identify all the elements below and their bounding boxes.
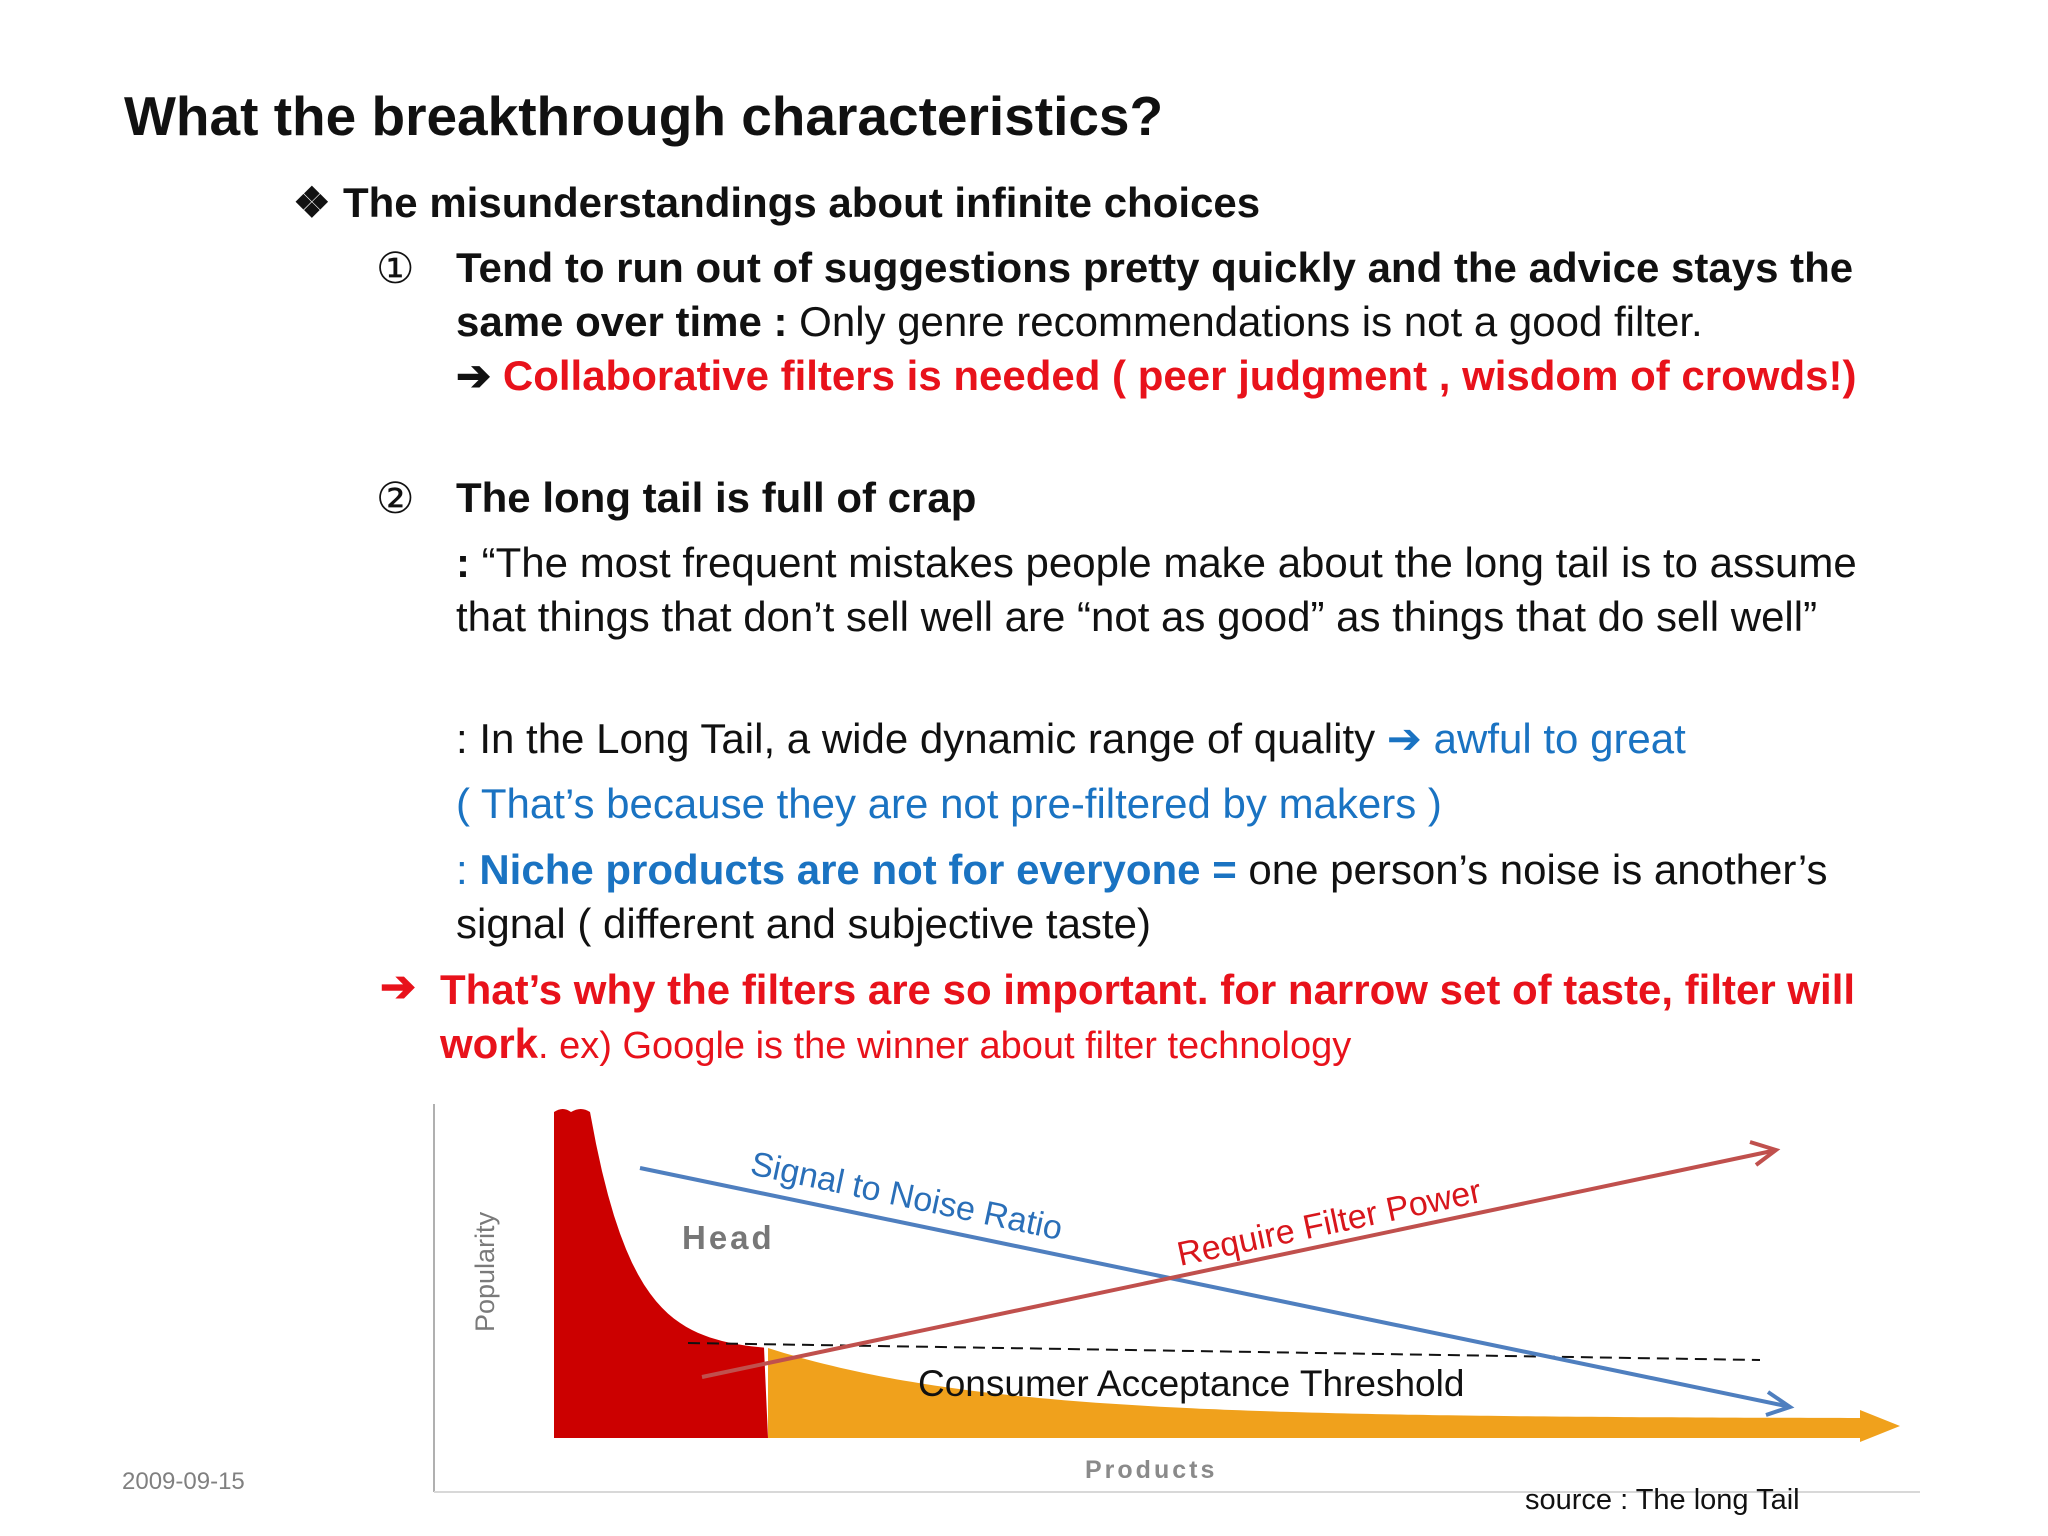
item-1-arrow-line: ➔ Collaborative filters is needed ( peer… [456,352,1856,399]
red-arrow-icon: ➔ [380,963,417,1011]
signal-to-noise-line [639,1166,1787,1408]
right-arrow-icon: ➔ [456,352,492,399]
range-blue-text: awful to great [1422,715,1686,762]
bullet-heading: ❖ The misunderstandings about infinite ch… [293,178,1260,227]
long-tail-chart-svg: Popularity Head Signal to Noise Ratio Re… [432,1100,1920,1496]
quote-text: “The most frequent mistakes people make … [456,539,1857,640]
item-1-bold-text: Tend to run out of suggestions pretty qu… [456,244,1854,345]
item-2-quote: : “The most frequent mistakes people mak… [456,536,1926,644]
slide-date: 2009-09-15 [122,1468,245,1495]
bullet-heading-text: The misunderstandings about infinite cho… [343,179,1261,226]
filter-arrow-icon [1749,1140,1781,1167]
prefilter-line: ( That’s because they are not pre-filter… [456,780,1442,827]
slide-title: What the breakthrough characteristics? [124,85,1164,147]
head-area [554,1109,768,1438]
item-1-arrow-text: Collaborative filters is needed ( peer j… [491,352,1857,399]
range-text: : In the Long Tail, a wide dynamic range… [456,715,1387,762]
quote-colon: : [456,539,470,586]
signal-arrow-icon [1765,1390,1795,1417]
source-credit: source : The long Tail [1525,1484,1800,1516]
niche-colon: : [456,846,480,893]
item-number-2: ② [376,475,415,523]
y-axis-label: Popularity [470,1211,500,1332]
head-label: Head [682,1219,775,1256]
threshold-label: Consumer Acceptance Threshold [918,1363,1464,1404]
item-number-1: ① [376,245,415,293]
range-line: : In the Long Tail, a wide dynamic range… [456,712,1936,766]
x-axis-label: Products [1085,1456,1217,1484]
niche-line: : Niche products are not for everyone = … [456,843,1936,951]
long-tail-chart: Popularity Head Signal to Noise Ratio Re… [432,1100,1920,1496]
filter-power-line [701,1149,1773,1379]
right-arrow-icon: ➔ [1386,715,1422,762]
conclusion-bold: That’s why the filters are so important.… [440,966,1856,1067]
diamond-bullet-icon: ❖ [293,179,331,226]
x-axis-arrow-icon [1860,1410,1900,1442]
item-2-heading: The long tail is full of crap [456,474,977,521]
item-1-normal-text: Only genre recommendations is not a good… [787,298,1703,345]
tail-area [768,1348,1864,1438]
item-1-paragraph: Tend to run out of suggestions pretty qu… [456,241,1936,403]
conclusion-rest: . ex) Google is the winner about filter … [538,1025,1352,1067]
niche-rest-text: one person’s noise is another’s signal (… [456,846,1828,947]
niche-bold-text: Niche products are not for everyone = [479,846,1237,893]
conclusion: That’s why the filters are so important.… [440,963,1940,1073]
threshold-line [687,1342,1761,1361]
